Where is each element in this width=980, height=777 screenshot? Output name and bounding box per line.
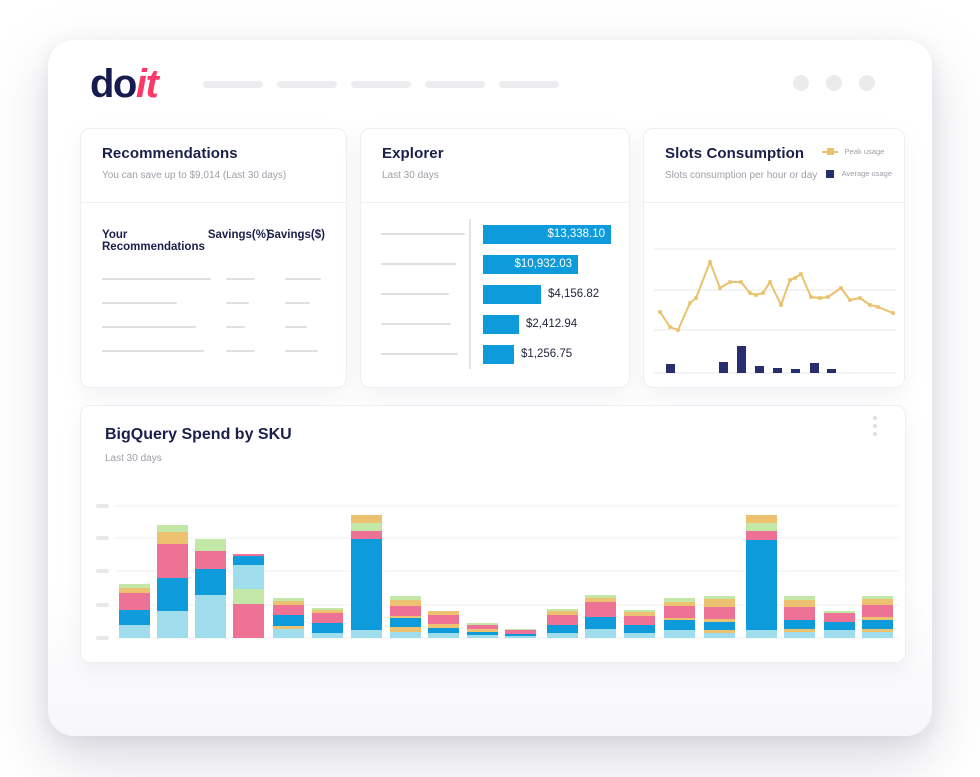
bar-value-label: $10,932.03 [514, 258, 572, 270]
bigquery-card: BigQuery Spend by SKU Last 30 days [80, 405, 906, 663]
bigquery-chart-svg [96, 504, 899, 640]
slots-title: Slots Consumption [665, 145, 805, 162]
recommendations-body: Your Recommendations Savings(%) Savings(… [81, 229, 346, 363]
col-your-recommendations: Your Recommendations [102, 229, 205, 253]
bigquery-title: BigQuery Spend by SKU [105, 426, 292, 443]
table-row [102, 339, 325, 363]
bigquery-subtitle: Last 30 days [105, 453, 162, 464]
col-savings-dollar: Savings($) [266, 229, 325, 241]
explorer-subtitle: Last 30 days [382, 170, 439, 181]
skeleton-line [381, 353, 458, 355]
bigquery-header: BigQuery Spend by SKU Last 30 days [81, 406, 905, 464]
bar-value-label: $13,338.10 [547, 228, 605, 240]
peak-usage-line-icon [821, 148, 838, 155]
recommendations-table-header: Your Recommendations Savings(%) Savings(… [102, 229, 325, 253]
bar-value-label: $4,156.82 [548, 288, 600, 300]
nav-skeleton-item[interactable] [203, 81, 263, 88]
slots-chart [644, 203, 904, 387]
logo-it: it [135, 62, 159, 106]
explorer-header: Explorer Last 30 days [361, 129, 629, 203]
recommendations-card: Recommendations You can save up to $9,01… [80, 128, 347, 388]
recommendations-skeleton-rows [102, 267, 325, 363]
logo-do: do [90, 62, 137, 106]
average-usage-square-icon [825, 169, 834, 178]
skeleton-line [381, 263, 456, 265]
skeleton-line [381, 293, 449, 295]
average-usage-label: Average usage [841, 169, 892, 178]
explorer-bar[interactable] [483, 344, 514, 364]
skeleton-line [285, 350, 318, 352]
nav-skeleton-item[interactable] [425, 81, 485, 88]
nav-skeleton [203, 81, 559, 88]
header-dot[interactable] [826, 75, 842, 91]
skeleton-line [102, 350, 204, 352]
skeleton-line [381, 323, 451, 325]
window-dots [793, 75, 875, 91]
slots-header: Slots Consumption Slots consumption per … [644, 129, 904, 203]
skeleton-line [226, 302, 249, 304]
bar-value-label: $2,412.94 [526, 318, 578, 330]
header-dot[interactable] [793, 75, 809, 91]
recommendations-subtitle: You can save up to $9,014 (Last 30 days) [102, 170, 287, 181]
skeleton-line [102, 302, 177, 304]
skeleton-line [226, 278, 255, 280]
skeleton-line [285, 278, 321, 280]
nav-skeleton-item[interactable] [277, 81, 337, 88]
skeleton-line [381, 233, 465, 235]
skeleton-line [285, 302, 310, 304]
top-cards-row: Recommendations You can save up to $9,01… [80, 128, 906, 388]
app-window: doit Recommendations You can save up to … [48, 40, 932, 736]
slots-legend: Peak usage Average usage [821, 145, 892, 189]
header-dot[interactable] [859, 75, 875, 91]
explorer-bar[interactable] [483, 284, 541, 304]
legend-average-usage: Average usage [822, 167, 892, 180]
legend-peak-usage: Peak usage [821, 145, 892, 158]
peak-usage-label: Peak usage [844, 147, 885, 156]
bar-value-label: $1,256.75 [521, 348, 573, 360]
explorer-bars: $13,338.10 $10,932.03 $4,156.82 $2,412.94 $1… [469, 219, 611, 369]
explorer-axis-skeleton [381, 219, 469, 369]
skeleton-line [285, 326, 307, 328]
nav-skeleton-item[interactable] [351, 81, 411, 88]
explorer-card: Explorer Last 30 days $13,338.10 $10,932.… [360, 128, 630, 388]
skeleton-line [226, 350, 255, 352]
col-savings-percent: Savings(%) [207, 229, 270, 241]
kebab-menu-icon[interactable] [867, 410, 883, 442]
skeleton-line [102, 326, 196, 328]
table-row [102, 267, 325, 291]
explorer-title: Explorer [382, 145, 444, 162]
table-row [102, 291, 325, 315]
explorer-chart: $13,338.10 $10,932.03 $4,156.82 $2,412.94 $1… [361, 203, 629, 369]
nav-skeleton-item[interactable] [499, 81, 559, 88]
slots-chart-svg [654, 248, 896, 374]
recommendations-header: Recommendations You can save up to $9,01… [81, 129, 346, 203]
doit-logo: doit [90, 60, 159, 108]
skeleton-line [226, 326, 245, 328]
bigquery-chart [81, 484, 907, 656]
table-row [102, 315, 325, 339]
slots-card: Slots Consumption Slots consumption per … [643, 128, 905, 388]
explorer-bar[interactable]: $10,932.03 [483, 254, 578, 274]
skeleton-line [102, 278, 211, 280]
explorer-bar[interactable]: $13,338.10 [483, 224, 611, 244]
slots-subtitle: Slots consumption per hour or day [665, 170, 818, 181]
recommendations-title: Recommendations [102, 145, 238, 162]
explorer-bar[interactable] [483, 314, 519, 334]
